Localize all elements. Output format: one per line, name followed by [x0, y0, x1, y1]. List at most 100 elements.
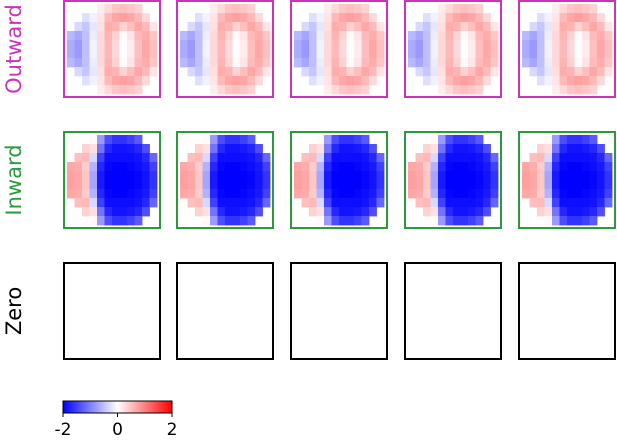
heatmap-cell — [460, 153, 469, 163]
heatmap-cell — [339, 85, 347, 95]
panel-outward-2 — [176, 0, 274, 98]
heatmap-cell — [574, 85, 583, 95]
heatmap-cell — [217, 76, 226, 86]
heatmap-cell — [574, 180, 583, 190]
heatmap-cell — [331, 58, 340, 68]
heatmap-cell — [567, 67, 575, 77]
panel-frame — [518, 262, 616, 360]
heatmap-cell — [331, 4, 340, 14]
heatmap-cell — [217, 162, 226, 172]
heatmap-cell — [255, 162, 263, 172]
heatmap-cell — [240, 180, 248, 190]
heatmap-cell — [522, 180, 530, 190]
heatmap-cell — [589, 58, 598, 68]
heatmap-cell — [104, 40, 113, 50]
heatmap-cell — [301, 189, 310, 199]
heatmap-cell — [559, 22, 568, 32]
heatmap-cell — [82, 162, 90, 172]
heatmap-cell — [544, 76, 553, 86]
heatmap-cell — [445, 58, 454, 68]
heatmap-cell — [589, 13, 598, 23]
heatmap-cell — [460, 144, 469, 154]
heatmap-cell — [112, 49, 120, 59]
heatmap-cell — [483, 58, 491, 68]
heatmap-cell — [438, 135, 446, 145]
heatmap-cell — [408, 49, 416, 59]
panel-frame — [176, 262, 274, 360]
heatmap-cell — [339, 67, 347, 77]
heatmap-cell — [134, 171, 143, 181]
heatmap-cell — [522, 171, 530, 181]
heatmap-cell — [82, 67, 90, 77]
panel-frame — [63, 0, 161, 98]
heatmap-cell — [438, 180, 446, 190]
heatmap-cell — [255, 144, 263, 154]
heatmap-cell — [309, 144, 317, 154]
heatmap-cell — [294, 189, 302, 199]
heatmap-cell — [247, 162, 256, 172]
heatmap-cell — [316, 22, 325, 32]
heatmap-cell — [247, 67, 256, 77]
heatmap-cell — [376, 171, 385, 181]
heatmap-cell — [255, 207, 263, 217]
heatmap-cell — [210, 13, 218, 23]
heatmap-cell — [346, 13, 355, 23]
heatmap-cell — [331, 135, 340, 145]
heatmap-cell — [453, 153, 461, 163]
heatmap-cell — [119, 180, 128, 190]
heatmap-cell — [490, 31, 499, 41]
heatmap-cell — [346, 207, 355, 217]
heatmap-cell — [127, 198, 135, 208]
heatmap-cell — [112, 31, 120, 41]
heatmap-cell — [134, 207, 143, 217]
heatmap-cell — [430, 13, 439, 23]
heatmap-cell — [195, 13, 203, 23]
heatmap-cell — [232, 58, 241, 68]
heatmap-cell — [468, 216, 476, 226]
heatmap-cell — [309, 171, 317, 181]
heatmap-cell — [354, 40, 362, 50]
heatmap-cell — [552, 22, 560, 32]
heatmap-cell — [567, 153, 575, 163]
heatmap-cell — [582, 153, 590, 163]
heatmap-cell — [74, 180, 83, 190]
heatmap-cell — [430, 31, 439, 41]
heatmap-cell — [529, 22, 538, 32]
heatmap-cell — [529, 67, 538, 77]
heatmap-cell — [567, 180, 575, 190]
heatmap-cell — [445, 135, 454, 145]
heatmap-cell — [202, 153, 211, 163]
heatmap-cell — [445, 162, 454, 172]
heatmap-cell — [225, 189, 233, 199]
heatmap-cell — [82, 76, 90, 86]
heatmap-cell — [453, 4, 461, 14]
heatmap-cell — [301, 171, 310, 181]
heatmap-cell — [232, 198, 241, 208]
heatmap-cell — [445, 189, 454, 199]
heatmap-cell — [438, 85, 446, 95]
heatmap-cell — [331, 144, 340, 154]
heatmap-cell — [324, 153, 332, 163]
heatmap-cell — [316, 49, 325, 59]
heatmap-cell — [354, 13, 362, 23]
heatmap-cell — [309, 58, 317, 68]
heatmap-cell — [180, 40, 188, 50]
heatmap-cell — [225, 85, 233, 95]
heatmap-cell — [225, 171, 233, 181]
heatmap-cell — [376, 153, 385, 163]
heatmap-cell — [324, 135, 332, 145]
heatmap-cell — [597, 67, 605, 77]
heatmap-cell — [475, 13, 484, 23]
heatmap-cell — [89, 216, 98, 226]
heatmap-cell — [574, 58, 583, 68]
heatmap-cell — [445, 180, 454, 190]
heatmap-cell — [89, 162, 98, 172]
heatmap-cell — [483, 40, 491, 50]
heatmap-cell — [475, 49, 484, 59]
heatmap-cell — [468, 180, 476, 190]
heatmap-cell — [89, 153, 98, 163]
heatmap-cell — [339, 171, 347, 181]
panel-frame — [518, 0, 616, 98]
heatmap-cell — [82, 49, 90, 59]
heatmap-cell — [112, 171, 120, 181]
